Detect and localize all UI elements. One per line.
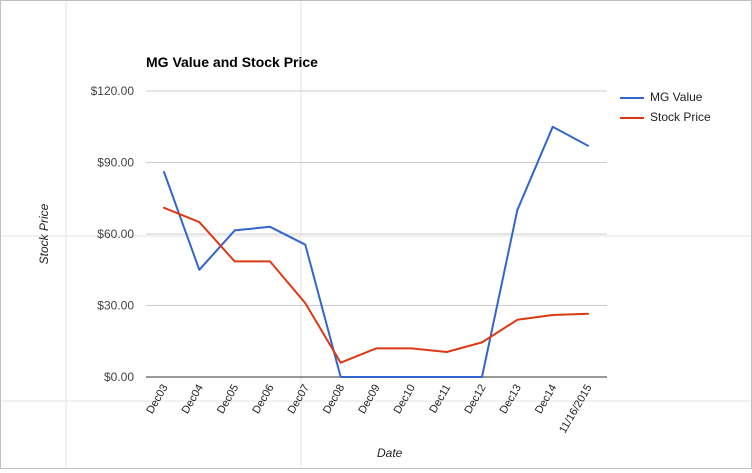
x-tick-label: Dec12 [462,383,488,417]
series-line-stock-price [164,208,588,363]
x-tick-label: Dec05 [215,383,241,417]
x-tick-label: Dec03 [144,383,170,417]
x-tick-label: Dec14 [533,383,559,417]
x-tick-label: 11/16/2015 [557,383,595,436]
x-tick-label: Dec06 [250,383,276,417]
y-tick-label: $90.00 [97,156,134,170]
y-tick-label: $0.00 [104,370,134,384]
x-tick-label: Dec11 [427,383,453,416]
x-tick-label: Dec09 [356,383,382,417]
x-tick-label: Dec07 [286,383,312,417]
x-tick-label: Dec08 [321,383,347,417]
x-tick-label: Dec13 [498,383,524,417]
y-tick-label: $120.00 [91,84,135,98]
x-tick-label: Dec10 [392,383,418,417]
series-line-mg-value [164,127,588,377]
y-tick-label: $60.00 [97,227,134,241]
x-tick-label: Dec04 [180,383,206,417]
y-tick-label: $30.00 [97,299,134,313]
